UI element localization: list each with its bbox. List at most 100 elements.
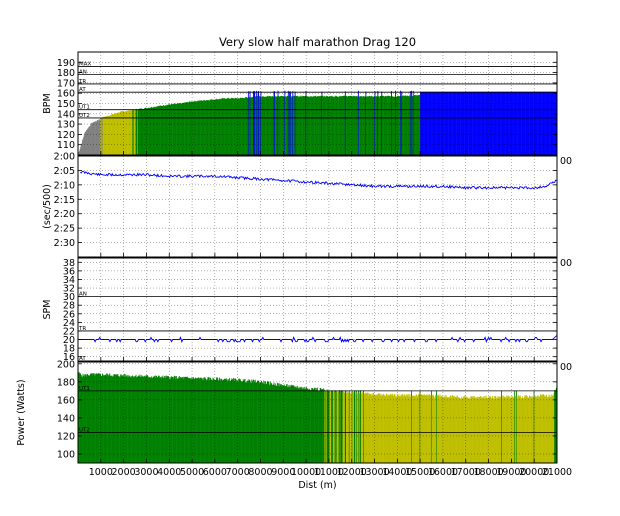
hr-bar	[128, 110, 130, 155]
power-bar	[124, 376, 126, 463]
power-bar	[379, 393, 381, 463]
power-bar	[121, 375, 123, 463]
power-bar	[100, 374, 102, 463]
hr-bar	[200, 100, 202, 155]
power-bar	[325, 391, 327, 463]
hr-bar	[101, 118, 103, 155]
power-bar	[466, 397, 468, 463]
power-bar	[306, 387, 307, 463]
power-bar	[502, 397, 504, 463]
power-bar	[398, 393, 400, 463]
power-bar	[425, 395, 427, 463]
hr-bar	[78, 152, 80, 155]
power-bar	[531, 396, 533, 463]
hr-bar	[201, 100, 203, 155]
power-bar	[219, 378, 221, 463]
power-bar	[173, 378, 175, 463]
hr-bar	[337, 96, 339, 155]
power-bar	[226, 379, 228, 463]
hr-bar	[541, 91, 542, 155]
power-bar	[393, 396, 395, 463]
hr-bar	[425, 91, 427, 155]
power-bar	[449, 397, 451, 463]
power-bar	[432, 395, 434, 463]
power-bar	[113, 374, 115, 463]
hr-bar	[173, 103, 175, 155]
hr-bar	[367, 96, 368, 155]
power-bar	[121, 375, 123, 463]
power-bar	[136, 376, 138, 463]
hr-bar	[111, 114, 112, 155]
hr-bar	[213, 99, 215, 155]
hr-bar	[555, 91, 557, 155]
power-bar	[212, 377, 214, 463]
power-bar	[534, 397, 536, 463]
hr-bar	[89, 126, 91, 155]
hr-bar	[388, 95, 390, 155]
power-bar	[457, 397, 459, 463]
hr-bar	[373, 96, 375, 155]
power-bar	[356, 394, 358, 463]
hr-bar	[391, 95, 393, 155]
power-bar	[213, 378, 215, 463]
power-bar	[497, 396, 499, 463]
hr-bar	[320, 96, 322, 155]
power-bar	[88, 375, 90, 463]
power-bar	[527, 397, 529, 463]
hr-bar	[107, 116, 109, 155]
power-bar	[553, 395, 554, 463]
power-bar	[237, 381, 239, 463]
hr-bar	[471, 91, 473, 155]
hr-bar	[181, 102, 183, 155]
power-bar	[283, 384, 285, 463]
power-bar	[373, 392, 375, 463]
power-bar	[542, 394, 544, 463]
hr-bar	[516, 91, 518, 155]
power-bar	[273, 382, 275, 463]
hr-bar	[121, 111, 123, 155]
power-bar	[125, 376, 127, 463]
power-bar	[297, 388, 299, 463]
power-bar	[389, 394, 391, 463]
hr-bar	[267, 96, 269, 155]
power-bar	[483, 396, 485, 463]
hr-bar	[450, 91, 452, 155]
hr-bar	[266, 96, 268, 155]
hr-bar	[184, 102, 185, 155]
hr-bar	[166, 104, 168, 155]
power-bar	[468, 398, 470, 463]
hr-bar	[298, 96, 299, 155]
power-bar	[328, 390, 330, 463]
power-bar	[245, 382, 247, 463]
hr-bar	[504, 91, 506, 155]
hr-bar	[193, 101, 195, 155]
hr-bar	[539, 91, 541, 155]
power-bar	[287, 387, 289, 463]
power-bar	[188, 377, 190, 463]
hr-bar	[205, 100, 207, 155]
hr-bar	[543, 91, 545, 155]
power-bar	[503, 397, 505, 463]
hr-bar	[546, 91, 548, 155]
power-bar	[168, 377, 170, 463]
hr-bar	[301, 95, 303, 155]
hr-bar	[89, 125, 91, 155]
power-bar	[80, 375, 82, 463]
power-bar	[182, 376, 184, 463]
hr-bar	[292, 96, 294, 155]
power-bar	[480, 396, 482, 463]
power-bar	[412, 395, 414, 463]
hr-bar	[306, 95, 307, 155]
hr-bar	[494, 91, 496, 155]
hr-bar	[250, 97, 252, 155]
hr-bar	[351, 95, 353, 155]
hr-bar	[310, 96, 311, 155]
power-bar	[511, 396, 513, 463]
power-bar	[446, 397, 448, 463]
hr-bar	[431, 91, 433, 155]
hr-bar	[480, 91, 482, 155]
hr-bar	[157, 106, 159, 155]
power-bar	[97, 373, 99, 463]
power-bar	[536, 397, 538, 463]
hr-bar	[400, 96, 402, 155]
